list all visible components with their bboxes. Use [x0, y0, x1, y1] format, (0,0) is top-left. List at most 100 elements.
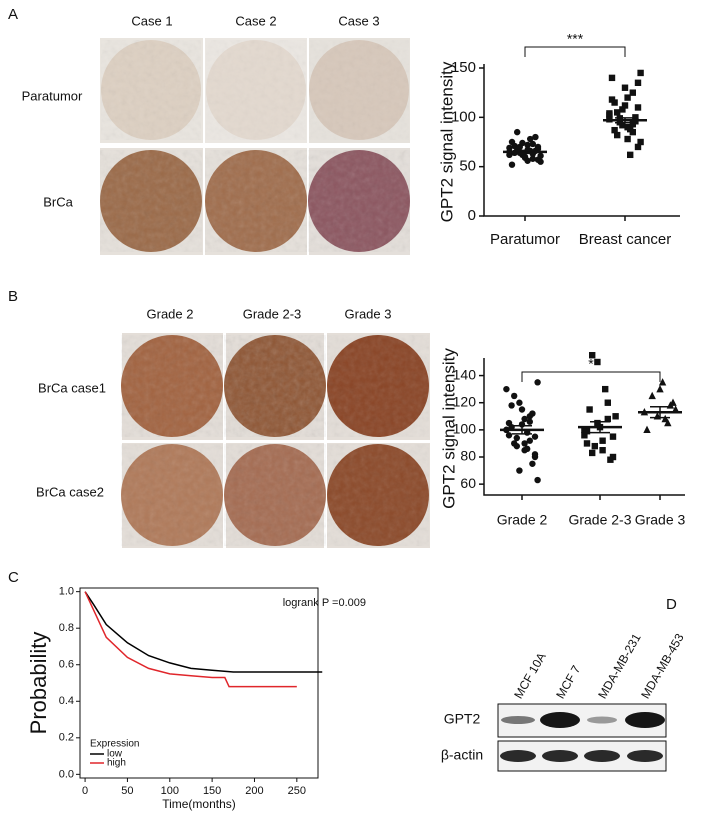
legend-label: high [107, 758, 126, 769]
x-axis-label: Time(months) [162, 797, 236, 811]
legend-label: low [107, 749, 123, 760]
point [529, 140, 536, 148]
point [524, 445, 531, 453]
point [594, 358, 601, 366]
y-tick-label: 0.4 [59, 695, 74, 707]
point [621, 84, 629, 91]
lane-label: MCF 7 [553, 663, 583, 701]
point [609, 453, 617, 461]
lane-label: MCF 10A [511, 650, 548, 701]
point [537, 152, 544, 160]
axis [483, 358, 685, 496]
point [648, 391, 656, 400]
point [599, 447, 606, 454]
error-bar [650, 406, 670, 419]
blot-row-label: GPT2 [444, 711, 481, 727]
point [624, 94, 631, 101]
point [658, 378, 667, 386]
blot-row-label: β-actin [441, 747, 483, 763]
survival-curve [84, 591, 323, 673]
y-tick-label: 0.2 [59, 732, 74, 744]
column-label: Case 1 [131, 13, 172, 28]
point [508, 161, 516, 168]
row-label: BrCa [43, 194, 73, 209]
point [624, 124, 631, 131]
error-bar [590, 420, 610, 434]
point [534, 379, 541, 386]
y-axis-label: GPT2 signal intensity [439, 348, 458, 509]
point [503, 385, 510, 393]
point [634, 104, 642, 111]
x-tick-label: Grade 3 [635, 512, 686, 528]
point [516, 143, 523, 151]
row-label: BrCa case2 [36, 484, 104, 499]
point [506, 144, 513, 152]
y-tick-label: 0.0 [59, 768, 74, 780]
x-tick-label: Paratumor [490, 231, 560, 248]
y-tick-label: 50 [459, 158, 476, 175]
point [599, 437, 606, 444]
point [609, 433, 617, 440]
y-tick-label: 60 [460, 475, 476, 491]
point [532, 133, 539, 141]
y-axis-label: GPT2 signal intensity [437, 61, 456, 222]
lane-label: MDA-MB-231 [595, 631, 644, 701]
x-tick-label: 50 [121, 785, 133, 797]
point [524, 141, 531, 149]
significance: * [588, 356, 594, 372]
point [604, 415, 611, 423]
x-tick-label: 0 [82, 785, 88, 797]
point [634, 143, 642, 151]
ihc-a [100, 38, 410, 255]
x-tick-label: Grade 2 [497, 512, 548, 528]
y-tick-label: 80 [460, 448, 476, 464]
point [534, 476, 541, 484]
point [506, 151, 513, 159]
point [521, 415, 528, 423]
point [624, 135, 631, 143]
column-label: Grade 2-3 [243, 306, 302, 321]
row-label: BrCa case1 [38, 380, 106, 395]
point [586, 406, 593, 413]
point [526, 437, 533, 444]
point [516, 467, 523, 474]
point [608, 74, 616, 82]
point [604, 399, 611, 406]
point [594, 419, 601, 427]
point [637, 69, 644, 77]
column-label: Case 2 [235, 13, 276, 28]
error-bar [615, 117, 635, 124]
point [632, 114, 639, 121]
y-axis-label: Probability [26, 632, 51, 735]
y-tick-label: 0.6 [59, 659, 74, 671]
point [516, 399, 523, 406]
point [513, 434, 520, 442]
point [611, 126, 618, 134]
point [629, 89, 636, 96]
y-tick-label: 100 [451, 108, 476, 125]
point [634, 79, 642, 86]
point [526, 418, 533, 425]
significance-bracket [521, 371, 661, 382]
x-tick-label: 250 [288, 785, 306, 797]
point [508, 402, 515, 409]
plot-frame [79, 587, 319, 779]
point [661, 414, 669, 423]
legend-title: Expression [90, 739, 139, 750]
point [583, 428, 591, 435]
point [529, 410, 536, 417]
y-tick-label: 100 [453, 421, 477, 437]
x-tick-label: Breast cancer [579, 231, 672, 248]
y-tick-label: 0.8 [59, 622, 74, 634]
point [627, 151, 634, 159]
panel-letter: B [8, 288, 18, 305]
point [629, 121, 636, 128]
x-tick-label: 200 [245, 785, 263, 797]
error-bar [512, 425, 532, 435]
point [606, 110, 613, 117]
point [589, 449, 596, 457]
y-tick-label: 140 [453, 366, 477, 382]
significance-bracket [524, 46, 626, 57]
panel-letter: A [8, 6, 18, 23]
